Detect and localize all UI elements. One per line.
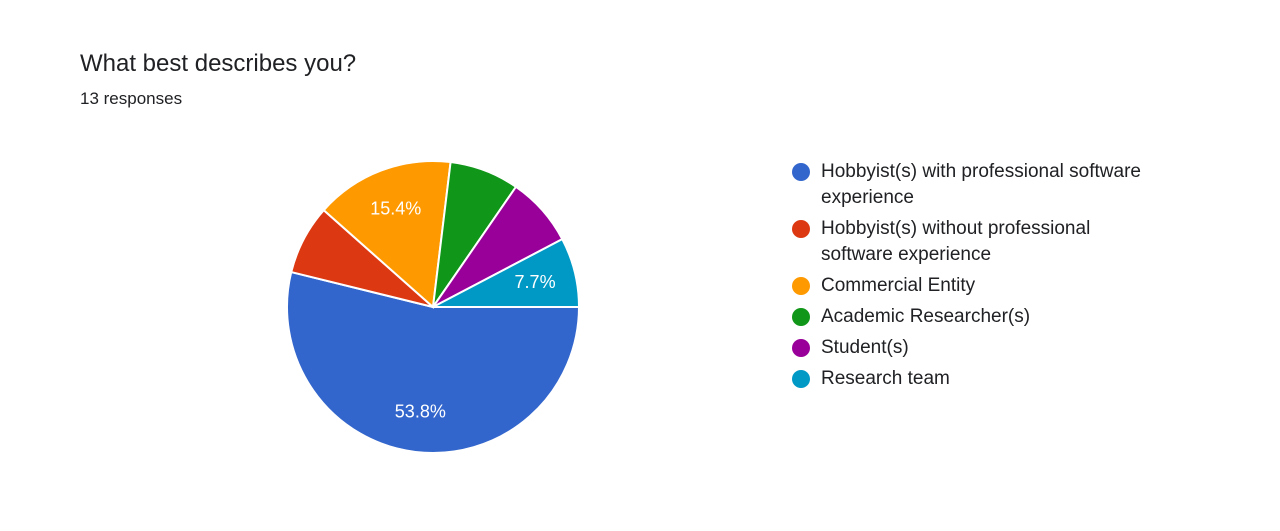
legend-item: Commercial Entity xyxy=(792,273,1192,299)
legend-swatch xyxy=(792,339,810,357)
legend-swatch xyxy=(792,277,810,295)
legend-item: Hobbyist(s) without professional softwar… xyxy=(792,216,1192,268)
chart-title: What best describes you? xyxy=(80,50,357,77)
legend-item: Hobbyist(s) with professional software e… xyxy=(792,159,1192,211)
legend-label: Hobbyist(s) with professional software e… xyxy=(821,161,1141,208)
pie-slice-6 xyxy=(432,237,581,308)
slice-percent-label: 7.7% xyxy=(515,272,556,292)
legend-label: Academic Researcher(s) xyxy=(821,306,1031,327)
slice-percent-label: 53.8% xyxy=(395,401,446,421)
legend-swatch xyxy=(792,308,810,326)
pie-slice-3 xyxy=(322,160,452,310)
legend-label: Commercial Entity xyxy=(821,275,976,296)
pie-slice-1 xyxy=(286,270,581,454)
slice-percent-label: 15.4% xyxy=(370,199,421,219)
legend-label: Research team xyxy=(821,368,950,389)
legend-swatch xyxy=(792,163,810,181)
legend-swatch xyxy=(792,370,810,388)
legend-item: Student(s) xyxy=(792,335,1192,361)
legend-label: Hobbyist(s) without professional softwar… xyxy=(821,218,1091,265)
response-count: 13 responses xyxy=(80,89,183,108)
legend-item: Academic Researcher(s) xyxy=(792,304,1192,330)
chart-legend: Hobbyist(s) with professional software e… xyxy=(792,159,1192,397)
legend-item: Research team xyxy=(792,366,1192,392)
legend-swatch xyxy=(792,220,810,238)
pie-chart: 53.8% 15.4% 7.7% xyxy=(286,160,581,454)
legend-label: Student(s) xyxy=(821,337,909,358)
